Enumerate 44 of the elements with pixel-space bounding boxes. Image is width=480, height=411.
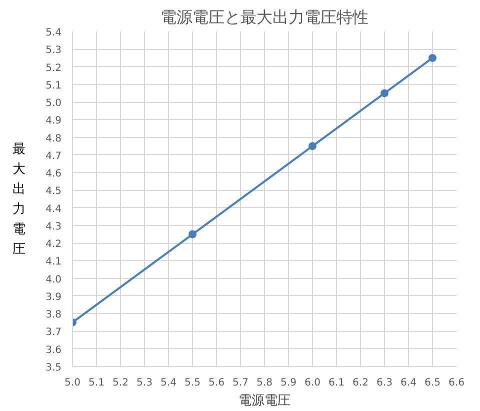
x-axis-title: 電源電圧: [238, 394, 290, 408]
x-tick-label: 5.8: [256, 378, 272, 388]
x-tick-label: 5.1: [88, 378, 104, 388]
x-tick-label: 6.0: [304, 378, 320, 388]
x-tick-label: 5.7: [232, 378, 248, 388]
x-tick-label: 5.6: [208, 378, 224, 388]
point: [380, 89, 388, 98]
y-tick-label: 4.5: [46, 186, 62, 198]
y-tick-label: 4.9: [46, 116, 62, 127]
chart-title: 電源電圧と最大出力電圧特性: [160, 8, 368, 26]
y-axis-title: 最大出力電圧: [12, 141, 26, 259]
y-tick-label: 4.7: [46, 150, 62, 162]
y-tick-label: 3.8: [46, 310, 62, 321]
x-tick-label: 5.3: [136, 378, 152, 388]
y-tick-label: 5.2: [46, 62, 62, 74]
y-tick-label: 5.3: [46, 45, 62, 56]
y-tick-label: 4.0: [46, 274, 62, 286]
point: [308, 142, 316, 150]
x-tick-label: 6.5: [424, 378, 440, 388]
y-tick-label: 3.7: [46, 327, 62, 338]
x-tick-label: 6.1: [328, 378, 344, 388]
y-tick-label: 3.6: [46, 344, 62, 356]
x-tick-label: 6.3: [376, 378, 392, 388]
x-tick-label: 5.0: [64, 378, 80, 388]
x-tick-label: 6.2: [352, 378, 368, 388]
y-tick-label: 3.5: [46, 362, 62, 374]
x-tick-label: 5.2: [112, 378, 128, 388]
y-tick-label: 4.1: [46, 256, 62, 268]
y-tick-label: 4.2: [46, 239, 62, 250]
x-tick-label: 6.6: [448, 378, 464, 388]
y-tick-label: 4.6: [46, 168, 62, 180]
y-tick-label: 5.1: [46, 80, 62, 92]
y-tick-label: 5.0: [46, 98, 62, 110]
y-tick-label: 4.3: [46, 221, 62, 232]
y-tick-label: 3.9: [46, 292, 62, 303]
point: [428, 54, 436, 62]
y-tick-label: 5.4: [46, 28, 62, 38]
x-tick-label: 5.4: [160, 378, 176, 388]
x-tick-label: 6.4: [400, 378, 416, 388]
y-tick-label: 4.4: [46, 204, 62, 215]
y-tick-label: 4.8: [46, 133, 62, 144]
point: [188, 230, 196, 238]
x-tick-label: 5.9: [280, 378, 296, 388]
x-tick-label: 5.5: [184, 378, 200, 388]
